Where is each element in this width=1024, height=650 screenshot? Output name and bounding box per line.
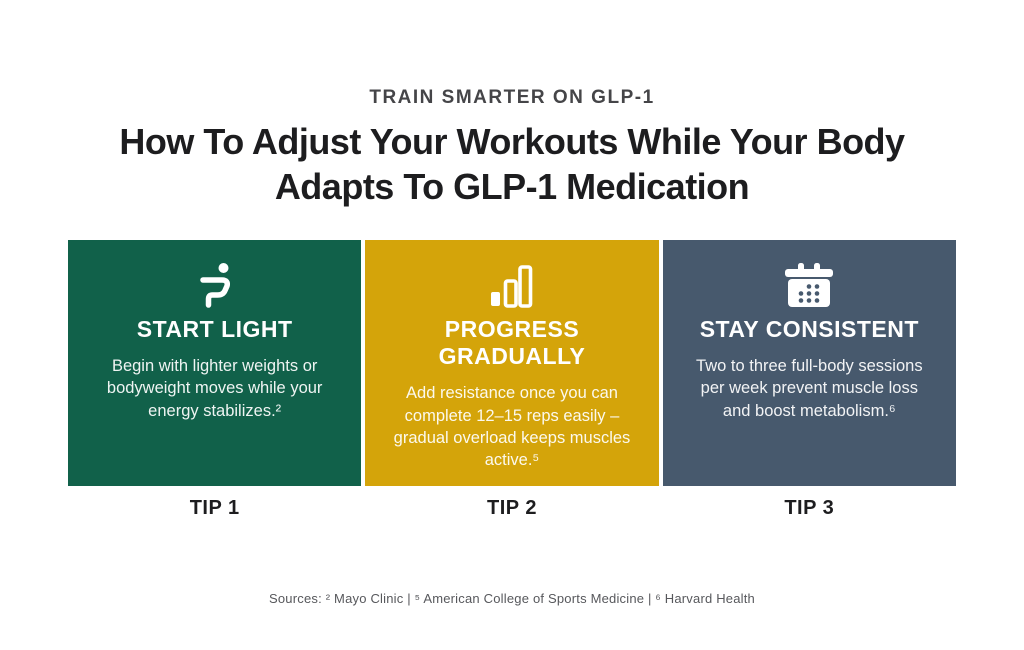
card-stay-consistent: STAY CONSISTENT Two to three full-body s… <box>662 240 956 486</box>
squat-person-icon <box>193 260 237 312</box>
page-title-line1: How To Adjust Your Workouts While Your B… <box>119 121 905 162</box>
eyebrow-heading: TRAIN SMARTER ON GLP-1 <box>369 87 655 108</box>
card-body-start-light: Begin with lighter weights or bodyweight… <box>106 357 323 420</box>
bar-chart-icon <box>489 260 535 312</box>
tip-3-label: TIP 3 <box>784 497 835 519</box>
card-title-start-light: START LIGHT <box>136 316 293 342</box>
page-title: How To Adjust Your Workouts While Your B… <box>0 119 1024 210</box>
tip-1-label: TIP 1 <box>189 497 240 519</box>
tip-labels-row: TIP 1 TIP 2 TIP 3 <box>68 497 956 520</box>
card-title-stay-consistent: STAY CONSISTENT <box>699 316 919 342</box>
card-start-light: START LIGHT Begin with lighter weights o… <box>68 240 362 486</box>
card-body-stay-consistent: Two to three full-body sessions per week… <box>696 357 923 420</box>
calendar-icon <box>785 260 834 312</box>
tip-cards-row: START LIGHT Begin with lighter weights o… <box>68 240 956 486</box>
card-body-progress-gradually: Add resistance once you can complete 12–… <box>393 384 631 470</box>
tip-2-label: TIP 2 <box>487 497 537 519</box>
sources-footnote: Sources: ² Mayo Clinic | ⁵ American Coll… <box>269 591 755 606</box>
card-progress-gradually: PROGRESS GRADUALLY Add resistance once y… <box>365 240 659 486</box>
page-title-line2: Adapts To GLP-1 Medication <box>274 166 750 208</box>
card-title-progress-gradually: PROGRESS GRADUALLY <box>438 316 586 370</box>
